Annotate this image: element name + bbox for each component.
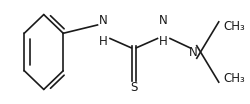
Text: H: H (160, 35, 168, 48)
Text: N: N (160, 14, 168, 27)
Text: CH₃: CH₃ (224, 72, 246, 84)
Text: N: N (190, 46, 198, 58)
Text: N: N (100, 14, 108, 27)
Text: H: H (100, 35, 108, 48)
Text: S: S (130, 81, 138, 94)
Text: CH₃: CH₃ (224, 20, 246, 32)
